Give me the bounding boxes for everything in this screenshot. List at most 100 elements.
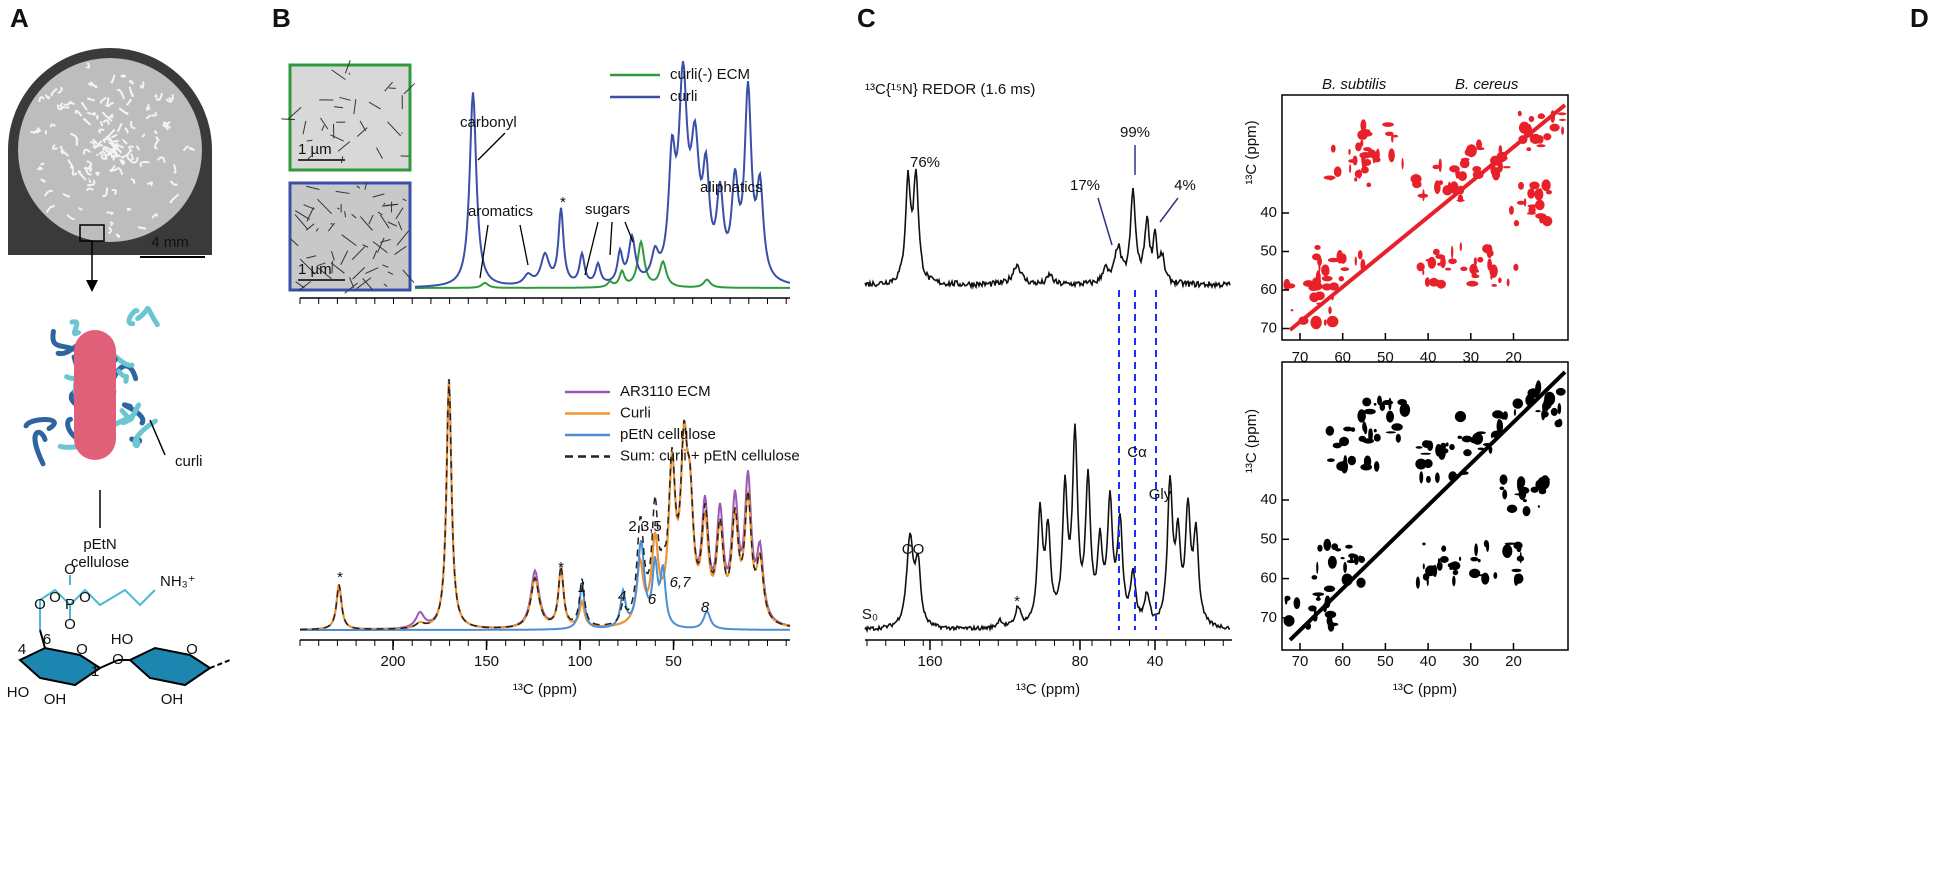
fibril — [359, 216, 373, 231]
atom-number: 6 — [43, 631, 51, 648]
fibril — [344, 282, 358, 294]
wrinkle — [154, 140, 159, 150]
cross-peak — [1502, 489, 1508, 500]
fibril — [352, 267, 366, 280]
cross-peak — [1373, 157, 1381, 163]
fibril — [362, 244, 369, 248]
peak-label: 8 — [701, 599, 710, 616]
cross-peak — [1326, 315, 1339, 328]
diagonal — [1288, 370, 1567, 642]
x-axis-label: ¹³C (ppm) — [1016, 681, 1080, 698]
fibril — [368, 101, 381, 110]
wrinkle — [130, 177, 136, 185]
cross-peak — [1457, 435, 1463, 439]
cross-peak — [1445, 442, 1449, 447]
cross-peak — [1316, 302, 1323, 305]
cross-peak — [1339, 253, 1347, 264]
cross-peak — [1439, 555, 1449, 563]
cross-peak — [1450, 471, 1456, 480]
y-tick-label: 60 — [1260, 570, 1277, 587]
wrinkle — [113, 143, 125, 149]
cross-peak — [1477, 447, 1485, 451]
x-tick-label: 50 — [1377, 349, 1394, 366]
cross-peak — [1343, 561, 1347, 574]
fibril — [376, 237, 385, 253]
cross-peak — [1529, 181, 1540, 190]
x-tick-label: 40 — [1147, 653, 1164, 670]
arrow — [1097, 197, 1113, 246]
cross-peak — [1455, 166, 1460, 179]
spectrum-curli — [415, 61, 791, 288]
x-tick-label: 160 — [917, 653, 942, 670]
cross-peak — [1445, 267, 1452, 271]
cross-peak — [1537, 505, 1541, 508]
curli-strand — [116, 368, 130, 384]
scale-label: 1 µm — [298, 261, 332, 278]
fibril — [395, 207, 404, 220]
wrinkle — [120, 74, 127, 79]
cross-peak — [1366, 182, 1372, 188]
x-tick-label: 30 — [1462, 349, 1479, 366]
wrinkle — [155, 92, 163, 102]
cross-peak — [1314, 291, 1325, 301]
cross-peak — [1331, 543, 1339, 551]
cross-peak — [1481, 572, 1490, 585]
cross-peak — [1349, 164, 1352, 173]
panel-label: D — [1910, 3, 1929, 33]
cross-peak — [1426, 475, 1431, 484]
arrow — [519, 224, 529, 266]
atom: HO — [7, 684, 30, 701]
fibril — [306, 185, 320, 191]
legend-label: pEtN cellulose — [620, 426, 716, 443]
fibril — [351, 246, 366, 260]
cross-peak — [1362, 131, 1373, 137]
wrinkle — [43, 189, 54, 197]
fibril — [384, 203, 399, 207]
cross-peak — [1475, 269, 1480, 273]
wrinkle — [119, 158, 126, 165]
cross-peak — [1526, 147, 1532, 152]
cross-peak — [1392, 134, 1399, 138]
fibril — [306, 207, 315, 222]
atom: O — [76, 641, 88, 658]
plot-frame — [1281, 361, 1569, 651]
cross-peak — [1328, 177, 1334, 181]
atom-number: 1 — [91, 663, 99, 680]
atom: O — [112, 651, 124, 668]
cross-peak — [1322, 602, 1327, 613]
cross-peak — [1544, 391, 1556, 406]
fibril — [348, 72, 351, 75]
cross-peak — [1422, 572, 1430, 581]
wrinkle — [162, 122, 167, 128]
cross-peak — [1360, 119, 1367, 132]
cross-peak — [1325, 425, 1335, 436]
label: curli — [175, 453, 203, 470]
wrinkle — [87, 179, 96, 187]
cross-peak — [1331, 622, 1339, 626]
annotation: sugars — [585, 201, 630, 218]
wrinkle — [102, 119, 110, 125]
percent-label: 76% — [910, 154, 940, 171]
cross-peak — [1449, 443, 1455, 451]
atom: OH — [44, 691, 67, 708]
wrinkle — [169, 193, 180, 204]
wrinkle — [154, 93, 158, 98]
cross-peak — [1332, 442, 1342, 449]
cross-peak — [1459, 242, 1462, 252]
cross-peak — [1475, 139, 1482, 150]
fibril — [340, 156, 344, 164]
wrinkle — [49, 123, 56, 128]
cross-peak — [1422, 542, 1426, 546]
cross-peak — [1541, 409, 1546, 421]
fibril — [397, 221, 403, 231]
fibril — [306, 139, 313, 142]
fibril — [307, 155, 312, 160]
wrinkle — [38, 96, 45, 102]
cross-peak — [1316, 561, 1319, 574]
cross-peak — [1482, 244, 1492, 254]
peak-label: Cα — [1127, 444, 1147, 461]
biofilm — [18, 58, 202, 242]
fibril — [295, 281, 305, 289]
fibril — [349, 277, 355, 288]
cross-peak — [1432, 248, 1440, 256]
